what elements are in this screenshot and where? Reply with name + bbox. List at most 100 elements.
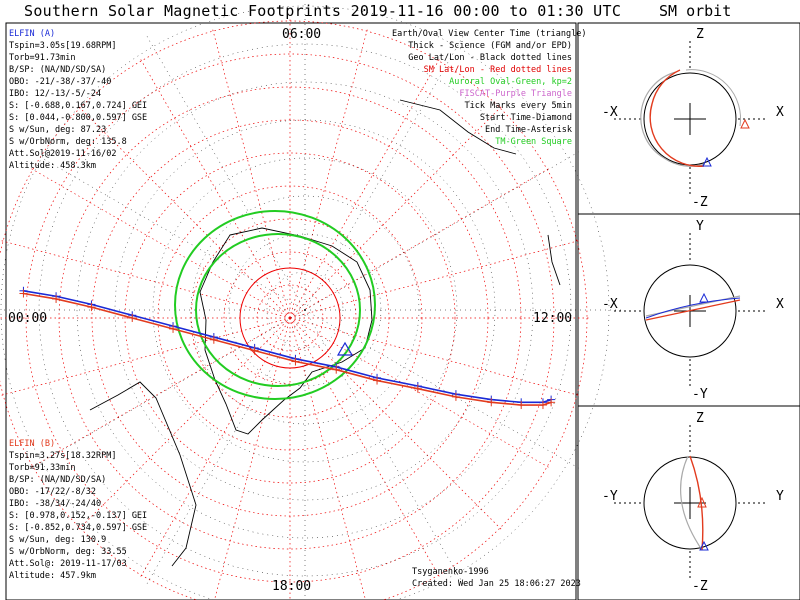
panel2-left: -X: [602, 297, 618, 312]
panel3-right: Y: [776, 489, 784, 504]
geo-lat-circle: [190, 195, 420, 425]
elfin-b-line: S w/Sun, deg: 130.9: [9, 535, 107, 545]
geo-lon-line: [304, 309, 583, 471]
panel1-top: Z: [696, 27, 704, 42]
geo-lon-line: [144, 309, 306, 588]
elfin-a-line: Att.Sol@2019-11-16/02: [9, 149, 117, 159]
geo-lon-line: [304, 32, 466, 311]
coastline: [89, 99, 561, 567]
earth-circle: [643, 264, 737, 358]
sm-lon-line: [0, 240, 291, 319]
legend-line: Thick - Science (FGM and/or EPD): [408, 41, 572, 51]
elfin-a-line: Torb=91.73min: [9, 53, 76, 63]
mlt-label-right: 12:00: [533, 311, 572, 326]
map-frame: [5, 22, 577, 600]
sm-lon-line: [289, 28, 368, 319]
geo-lon-line: [144, 32, 306, 311]
page-title: Southern Solar Magnetic Footprints 2019-…: [24, 2, 622, 20]
elfin-b-line: Tspin=3.27s[18.32RPM]: [9, 451, 117, 461]
geo-lat-circle: [76, 81, 534, 539]
panel3-top: Z: [696, 411, 704, 426]
elfin-a-info: ELFIN (A) Tspin=3.05s[19.68RPM] Torb=91.73…: [9, 28, 147, 172]
legend: Earth/Oval View Center Time (triangle) Th…: [392, 28, 586, 148]
auroral-oval-inner: [195, 233, 361, 387]
view-triangle-p3b: [699, 540, 709, 551]
geo-lat-circle: [0, 5, 610, 600]
auroral-oval: [174, 210, 376, 400]
orbit-arc-p3-red: [689, 455, 704, 551]
panel1-bottom: -Z: [692, 195, 708, 210]
elfin-b-line: S: [-0.852,0.734,0.597] GSE: [9, 523, 148, 533]
footprint-tracks: [19, 286, 556, 410]
orbit-frame: [577, 22, 800, 600]
orbit-line-b: [645, 299, 741, 321]
legend-line: TM-Green Square: [495, 137, 572, 147]
mlt-label-left: 00:00: [8, 311, 47, 326]
orbit-arc-b: [649, 69, 705, 167]
geo-lon-line: [27, 309, 306, 471]
elfin-b-line: B/SP: (NA/ND/SD/SA): [9, 475, 107, 485]
elfin-b-line: S: [0.978,0.152,-0.137] GEI: [9, 511, 148, 521]
elfin-a-line: S w/Sun, deg: 87.23: [9, 125, 107, 135]
sm-lon-line: [289, 317, 580, 396]
elfin-a-line: Altitude: 458.3km: [9, 161, 96, 171]
sm-lon-line: [0, 317, 291, 396]
legend-line: Auroral Oval-Green, kp=2: [449, 77, 572, 87]
legend-line: SM Lat/Lon - Red dotted lines: [423, 65, 572, 75]
panel2-right: X: [776, 297, 784, 312]
geo-lat-circle: [152, 157, 458, 463]
sm-lon-line: [289, 317, 503, 531]
panel1-right: X: [776, 105, 784, 120]
sm-lat-circle: [25, 53, 555, 583]
elfin-b-line: S w/OrbNorm, deg: 33.55: [9, 547, 127, 557]
sm-lon-line: [214, 317, 291, 600]
orbit-arc-gray: [685, 69, 742, 127]
elfin-b-line: Torb=91.33min: [9, 463, 76, 473]
sm-lat-circle: [223, 251, 357, 385]
elfin-a-line: B/SP: (NA/ND/SD/SA): [9, 65, 107, 75]
elfin-b-line: OBO: -17/22/-8/32: [9, 487, 96, 497]
track-elfin-a: [23, 290, 552, 404]
created-label: Created: Wed Jan 25 18:06:27 2023: [412, 579, 581, 589]
view-center-triangle: [336, 341, 354, 356]
legend-line: Tick Marks every 5min: [464, 101, 572, 111]
south-america-coast: [89, 381, 197, 567]
legend-line: Geo Lat/Lon - Black dotted lines: [408, 53, 572, 63]
australia-coast: [399, 99, 517, 155]
sm-grid: [0, 18, 590, 600]
panel3-bottom: -Z: [692, 579, 708, 594]
africa-coast: [547, 234, 561, 286]
panel2-bottom: -Y: [692, 387, 708, 402]
geo-lon-line: [27, 149, 306, 311]
orbit-arc-a: [640, 71, 706, 167]
track-elfin-b: [23, 292, 552, 406]
geo-lon-line: [304, 149, 583, 311]
sm-lon-line: [289, 240, 580, 319]
elfin-a-line: ELFIN (A): [9, 29, 56, 39]
legend-line: FISCAT-Purple Triangle: [459, 89, 572, 99]
sm-inner-circle: [239, 267, 341, 369]
geo-grid: [0, 0, 625, 600]
auroral-oval-outer: [174, 210, 376, 400]
elfin-b-info: ELFIN (B) Tspin=3.27s[18.32RPM] Torb=91.33…: [9, 438, 147, 582]
mlt-label-top: 06:00: [282, 27, 321, 42]
elfin-b-line: Att.Sol@: 2019-11-17/03: [9, 559, 127, 569]
panel3-left: -Y: [602, 489, 618, 504]
view-triangle-p1: [702, 156, 712, 167]
elfin-b-line: Altitude: 457.9km: [9, 571, 96, 581]
view-triangle-p3: [697, 496, 707, 508]
elfin-a-line: S: [0.044,-0.800,0.597] GSE: [9, 113, 148, 123]
sm-lat-circle: [124, 152, 456, 484]
geo-lat-circle: [266, 271, 344, 349]
orbit-line-c: [645, 297, 741, 319]
legend-line: End Time-Asterisk: [485, 125, 572, 135]
elfin-a-line: IBO: 12/-13/-5/-24: [9, 89, 102, 99]
orbit-arc-p3-gray: [679, 455, 703, 551]
geo-lon-line: [304, 309, 466, 588]
panel1-left: -X: [602, 105, 618, 120]
side-title: SM orbit: [659, 2, 732, 20]
orbit-panels: [614, 41, 766, 581]
view-triangle-p1b: [740, 118, 750, 129]
elfin-a-line: S w/OrbNorm, deg: 135.8: [9, 137, 127, 147]
panel2-top: Y: [696, 219, 704, 234]
